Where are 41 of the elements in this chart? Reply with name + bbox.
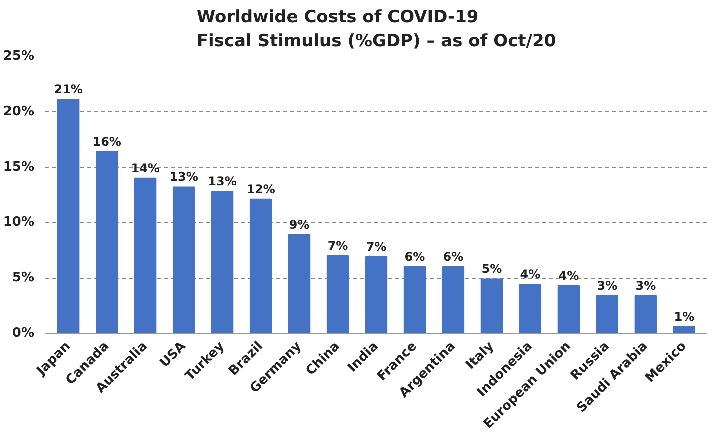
data-label: 13%: [170, 170, 198, 184]
data-label: 9%: [289, 218, 310, 232]
data-label: 7%: [366, 240, 387, 254]
data-label: 1%: [674, 310, 695, 324]
data-label: 4%: [520, 268, 541, 282]
y-tick-label: 15%: [3, 160, 35, 175]
data-label: 13%: [208, 174, 237, 189]
bar: [211, 191, 234, 334]
bar: [250, 198, 272, 334]
y-tick-label: 10%: [3, 215, 35, 230]
bar: [172, 186, 196, 334]
data-label: 12%: [246, 182, 276, 196]
bar: [596, 295, 619, 334]
data-label: 14%: [131, 161, 160, 176]
y-tick-label: 20%: [3, 104, 35, 120]
bar: [634, 295, 658, 334]
bar: [673, 326, 696, 334]
data-label: 4%: [558, 268, 580, 283]
y-tick-label: 0%: [12, 326, 35, 341]
data-label: 6%: [443, 250, 464, 264]
bar: [134, 178, 157, 334]
data-label: 5%: [482, 262, 502, 276]
data-label: 16%: [92, 134, 122, 149]
bar: [519, 284, 542, 334]
bar: [558, 285, 580, 334]
bar: [404, 266, 426, 334]
bar: [442, 266, 465, 334]
data-label: 3%: [636, 278, 656, 293]
chart-title: Worldwide Costs of COVID-19 Fiscal Stimulus (%GDP) – as of Oct/20: [196, 8, 556, 52]
data-label: 21%: [54, 82, 83, 97]
data-label: 3%: [597, 278, 618, 293]
bar: [326, 255, 350, 334]
bar: [58, 99, 80, 334]
bar: [480, 278, 504, 334]
bar: [96, 151, 118, 334]
bar: [365, 256, 388, 334]
y-tick-label: 25%: [3, 49, 35, 64]
y-tick-label: 5%: [12, 270, 35, 286]
bar: [288, 234, 311, 334]
data-label: 7%: [328, 238, 348, 253]
data-label: 6%: [404, 250, 426, 264]
